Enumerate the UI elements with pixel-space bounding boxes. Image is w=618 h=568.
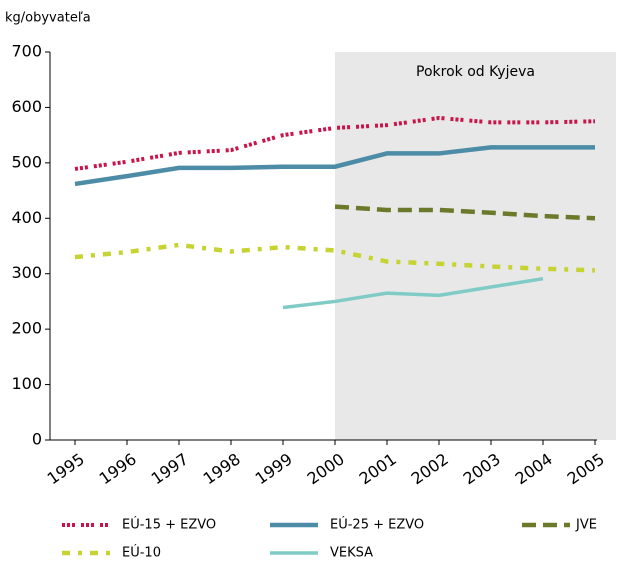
series-line	[74, 115, 596, 171]
y-tick-label: 0	[32, 430, 42, 449]
series-line	[334, 204, 596, 221]
x-tick-label: 2000	[304, 449, 348, 488]
shaded-region	[335, 52, 616, 440]
x-tick-label: 1999	[252, 449, 296, 488]
x-tick-label: 1995	[44, 449, 88, 488]
x-tick-label: 2003	[460, 449, 504, 488]
x-tick-label: 2002	[408, 449, 452, 488]
y-tick-label: 400	[11, 208, 42, 227]
series-line	[282, 276, 544, 310]
x-tick-label: 2001	[356, 449, 400, 488]
series-line	[74, 145, 595, 187]
y-tick-label: 600	[11, 97, 42, 116]
legend-label: JVE	[575, 518, 597, 533]
legend-label: VEKSA	[330, 546, 373, 561]
annotation: Pokrok od Kyjeva	[416, 64, 535, 80]
x-tick-label: 2004	[512, 449, 556, 488]
y-tick-label: 100	[11, 374, 42, 393]
x-tick-label: 1998	[200, 449, 244, 488]
x-tick-label: 2005	[564, 449, 608, 488]
y-axis-label: kg/obyvateľa	[5, 11, 91, 26]
x-tick-label: 1996	[96, 449, 140, 488]
legend-label: EÚ-25 + EZVO	[330, 517, 424, 533]
legend-label: EÚ-15 + EZVO	[122, 517, 216, 533]
y-tick-label: 300	[11, 263, 42, 282]
series-line	[74, 242, 596, 273]
y-tick-label: 200	[11, 319, 42, 338]
legend-label: EÚ-10	[122, 545, 161, 561]
x-tick-label: 1997	[148, 449, 192, 488]
y-tick-label: 700	[11, 42, 42, 61]
y-tick-label: 500	[11, 152, 42, 171]
